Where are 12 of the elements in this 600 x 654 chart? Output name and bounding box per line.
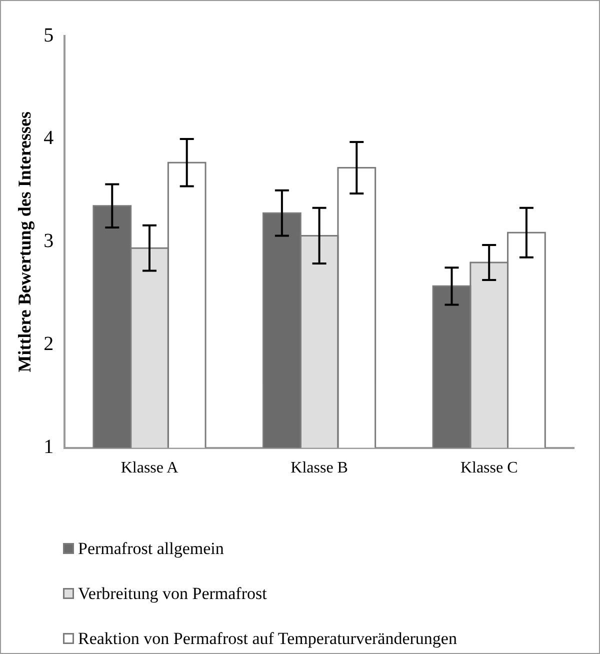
x-tick-label: Klasse B (290, 460, 348, 477)
y-tick-label: 2 (44, 333, 54, 356)
y-tick-label: 5 (44, 24, 54, 46)
x-tick-label: Klasse A (120, 460, 179, 477)
y-tick-label: 3 (44, 230, 54, 252)
x-tick-label: Klasse C (460, 460, 518, 477)
legend-label: Verbreitung von Permafrost (78, 584, 267, 604)
legend-label: Reaktion von Permafrost auf Temperaturveränderungen (78, 628, 457, 648)
y-tick-label: 1 (44, 436, 54, 458)
y-axis-title: Mittlere Bewertung des Interesses (14, 112, 34, 372)
y-tick-label: 4 (44, 127, 54, 150)
legend-label: Permafrost allgemein (78, 538, 224, 558)
